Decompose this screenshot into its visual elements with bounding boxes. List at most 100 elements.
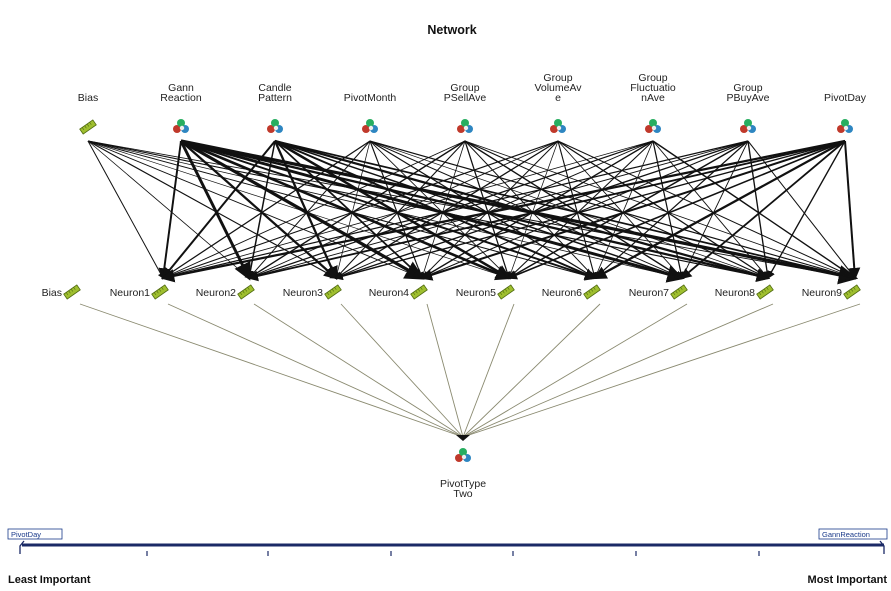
connection-input-8-hidden-2 xyxy=(247,140,846,282)
connection-input-7-hidden-4 xyxy=(421,140,749,279)
connection-input-1-hidden-3 xyxy=(180,140,338,280)
input-node-label: PivotMonth xyxy=(344,92,397,104)
connection-hidden-7-output xyxy=(462,303,688,438)
connection-input-7-hidden-5 xyxy=(507,140,749,279)
connection-input-6-hidden-6 xyxy=(594,140,654,279)
bias-icon xyxy=(497,284,515,300)
output-arrowhead xyxy=(456,435,470,441)
hidden-node-label: Neuron5 xyxy=(456,287,496,299)
connection-hidden-3-output xyxy=(340,303,464,438)
input-node-label: PBuyAve xyxy=(727,92,770,104)
connection-input-8-hidden-1 xyxy=(160,139,846,283)
connection-input-7-hidden-9 xyxy=(747,140,856,279)
connection-input-8-hidden-4 xyxy=(420,140,846,281)
bias-icon xyxy=(79,119,97,135)
connection-input-4-hidden-2 xyxy=(247,140,466,279)
hidden-node-label: Neuron7 xyxy=(629,287,669,299)
importance-ticks xyxy=(146,551,760,556)
connection-input-1-hidden-8 xyxy=(180,139,771,283)
connection-input-4-hidden-4 xyxy=(420,140,466,279)
connection-hidden-5-output xyxy=(462,303,515,438)
bias-icon xyxy=(63,284,81,300)
least-important-label: Least Important xyxy=(8,574,91,586)
neuron-icon xyxy=(455,448,471,462)
bias-icon xyxy=(756,284,774,300)
most-variable-box: GannReaction xyxy=(818,528,888,540)
input-node-label: Group xyxy=(543,72,572,84)
connection-input-8-hidden-6 xyxy=(593,140,846,280)
connection-input-7-hidden-3 xyxy=(334,140,749,280)
connection-input-5-hidden-5 xyxy=(508,140,559,279)
hidden-node-label: Neuron4 xyxy=(369,287,409,299)
connection-input-6-hidden-5 xyxy=(508,140,654,279)
connection-input-4-hidden-7 xyxy=(464,140,684,279)
hidden-node-label: Neuron6 xyxy=(542,287,582,299)
connection-input-3-hidden-5 xyxy=(369,140,510,279)
connection-input-8-hidden-9 xyxy=(843,140,861,281)
neuron-icon xyxy=(550,119,566,133)
connection-input-3-hidden-3 xyxy=(334,140,371,279)
connection-input-2-hidden-1 xyxy=(161,140,276,280)
bias-icon xyxy=(670,284,688,300)
connection-input-4-hidden-3 xyxy=(335,140,466,279)
connection-input-2-hidden-2 xyxy=(245,140,276,280)
connection-input-2-hidden-3 xyxy=(273,140,338,281)
output-node-label: PivotType xyxy=(440,478,486,490)
importance-scale: PivotDay GannReaction Least Important Mo… xyxy=(7,528,888,586)
hidden-node-label: Neuron1 xyxy=(110,287,150,299)
bias-icon xyxy=(237,284,255,300)
connection-input-5-hidden-8 xyxy=(557,140,770,279)
connection-input-4-hidden-9 xyxy=(464,140,856,279)
connection-input-1-hidden-7 xyxy=(180,139,685,283)
connection-hidden-1-output xyxy=(167,303,464,438)
input-node-label: Candle xyxy=(258,82,291,94)
input-node-label: PivotDay xyxy=(824,92,867,104)
connection-input-7-hidden-1 xyxy=(161,140,749,281)
connection-input-1-hidden-5 xyxy=(180,139,512,281)
neuron-icon xyxy=(267,119,283,133)
connection-input-6-hidden-2 xyxy=(247,140,654,280)
connection-input-4-hidden-5 xyxy=(464,140,511,280)
connection-input-5-hidden-9 xyxy=(557,140,856,279)
connection-input-7-hidden-8 xyxy=(747,140,772,280)
connection-input-3-hidden-2 xyxy=(248,140,371,279)
bias-icon xyxy=(151,284,169,300)
bias-icon xyxy=(324,284,342,300)
connection-input-6-hidden-3 xyxy=(335,140,654,279)
connection-input-6-hidden-1 xyxy=(162,140,654,280)
neuron-icon xyxy=(457,119,473,133)
connection-input-1-hidden-6 xyxy=(180,140,597,281)
connection-input-4-hidden-6 xyxy=(464,140,596,279)
connection-hidden-8-output xyxy=(462,303,774,438)
connection-input-1-hidden-4 xyxy=(180,139,425,280)
least-variable-label: PivotDay xyxy=(11,530,41,539)
bias-icon xyxy=(843,284,861,300)
bias-icon xyxy=(583,284,601,300)
input-hidden-connections xyxy=(87,139,861,285)
connection-input-0-hidden-4 xyxy=(87,140,423,279)
connection-input-6-hidden-7 xyxy=(652,140,685,280)
least-variable-box: PivotDay xyxy=(7,528,63,540)
hidden-node-label: Neuron3 xyxy=(283,287,323,299)
output-node-label: Two xyxy=(453,488,472,500)
neuron-icon xyxy=(740,119,756,133)
connection-input-2-hidden-5 xyxy=(274,139,512,280)
connection-hidden-0-output xyxy=(79,303,464,438)
connection-input-8-hidden-8 xyxy=(767,140,846,280)
most-variable-label: GannReaction xyxy=(822,530,870,539)
input-node-label: Reaction xyxy=(160,92,202,104)
connection-input-1-hidden-2 xyxy=(179,140,251,281)
connection-input-3-hidden-8 xyxy=(369,140,769,279)
connection-hidden-4-output xyxy=(426,303,464,438)
connection-input-6-hidden-9 xyxy=(652,140,857,279)
bias-icon xyxy=(410,284,428,300)
connection-input-7-hidden-6 xyxy=(594,140,749,279)
connection-input-5-hidden-2 xyxy=(248,140,559,279)
neuron-icon xyxy=(362,119,378,133)
connection-input-1-hidden-1 xyxy=(158,140,182,280)
connection-input-6-hidden-8 xyxy=(652,140,769,279)
connection-input-4-hidden-8 xyxy=(464,140,770,279)
connection-input-2-hidden-6 xyxy=(274,140,597,280)
hidden-node-label: Neuron2 xyxy=(196,287,236,299)
least-bracket-icon xyxy=(19,540,25,554)
